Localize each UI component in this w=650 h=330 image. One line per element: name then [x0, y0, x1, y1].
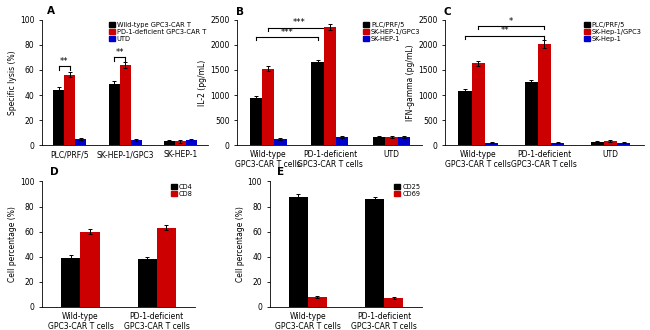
Text: E: E: [278, 167, 285, 177]
Bar: [373, 137, 385, 145]
Bar: [604, 141, 617, 145]
Bar: [81, 232, 99, 307]
Bar: [75, 139, 86, 145]
Bar: [308, 297, 327, 307]
Text: C: C: [444, 7, 452, 17]
Text: **: **: [60, 56, 69, 66]
Bar: [109, 84, 120, 145]
Text: D: D: [50, 167, 58, 177]
Bar: [385, 137, 398, 145]
Bar: [336, 137, 348, 145]
Bar: [485, 143, 498, 145]
Bar: [538, 44, 551, 145]
Bar: [131, 140, 142, 145]
Text: ***: ***: [292, 18, 306, 27]
Bar: [472, 63, 485, 145]
Bar: [164, 142, 175, 145]
Legend: CD25, CD69: CD25, CD69: [394, 183, 421, 197]
Bar: [551, 143, 564, 145]
Bar: [175, 142, 186, 145]
Legend: Wild-type GPC3-CAR T, PD-1-deficient GPC3-CAR T, UTD: Wild-type GPC3-CAR T, PD-1-deficient GPC…: [108, 21, 207, 43]
Y-axis label: IFN-gamma (pg/mL): IFN-gamma (pg/mL): [406, 44, 415, 121]
Bar: [262, 69, 274, 145]
Bar: [274, 139, 287, 145]
Y-axis label: Cell percentage (%): Cell percentage (%): [8, 206, 18, 282]
Bar: [384, 298, 404, 307]
Bar: [61, 258, 81, 307]
Y-axis label: IL-2 (pg/mL): IL-2 (pg/mL): [198, 59, 207, 106]
Legend: PLC/PRF/5, SK-HEP-1/GPC3, SK-HEP-1: PLC/PRF/5, SK-HEP-1/GPC3, SK-HEP-1: [362, 21, 421, 43]
Bar: [157, 228, 176, 307]
Text: **: **: [500, 26, 509, 35]
Bar: [138, 259, 157, 307]
Bar: [525, 82, 538, 145]
Bar: [289, 197, 308, 307]
Legend: CD4, CD8: CD4, CD8: [170, 183, 194, 197]
Bar: [53, 90, 64, 145]
Bar: [617, 143, 630, 145]
Bar: [311, 62, 324, 145]
Y-axis label: Cell percentage (%): Cell percentage (%): [236, 206, 245, 282]
Bar: [186, 140, 197, 145]
Bar: [250, 98, 262, 145]
Bar: [398, 137, 410, 145]
Text: *: *: [509, 16, 514, 25]
Bar: [458, 91, 472, 145]
Bar: [120, 65, 131, 145]
Legend: PLC/PRF/5, SK-Hep-1/GPC3, SK-Hep-1: PLC/PRF/5, SK-Hep-1/GPC3, SK-Hep-1: [583, 21, 642, 43]
Bar: [365, 199, 384, 307]
Text: B: B: [236, 7, 244, 17]
Bar: [591, 142, 604, 145]
Text: ***: ***: [280, 28, 293, 37]
Bar: [324, 27, 336, 145]
Bar: [64, 75, 75, 145]
Text: **: **: [115, 48, 124, 57]
Text: A: A: [47, 6, 55, 16]
Y-axis label: Specific lysis (%): Specific lysis (%): [8, 50, 18, 115]
